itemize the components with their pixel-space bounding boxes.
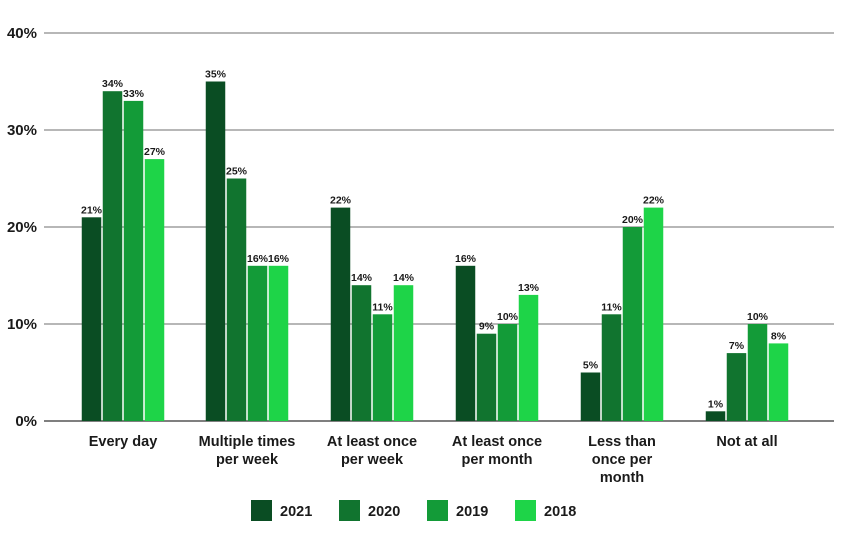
data-label: 9% bbox=[479, 321, 495, 333]
bar-2020 bbox=[476, 333, 497, 421]
data-label: 10% bbox=[497, 311, 519, 323]
bar-2018 bbox=[518, 294, 539, 421]
legend-label: 2021 bbox=[280, 504, 312, 520]
data-label: 1% bbox=[708, 398, 724, 410]
bar-2018 bbox=[393, 285, 414, 421]
y-tick-label: 20% bbox=[7, 219, 37, 236]
bar-2020 bbox=[726, 353, 747, 421]
bar-2020 bbox=[102, 91, 123, 421]
x-axis-categories: Every day Multiple times per week At least … bbox=[89, 434, 778, 486]
category-label: per week bbox=[341, 452, 404, 468]
gridlines bbox=[44, 32, 834, 422]
bar-2020 bbox=[601, 314, 622, 421]
data-label: 16% bbox=[455, 253, 477, 265]
category-label: month bbox=[600, 470, 644, 486]
category-label: At least once bbox=[452, 434, 542, 450]
data-label: 22% bbox=[330, 195, 352, 207]
bar-2020 bbox=[226, 178, 247, 421]
data-label: 11% bbox=[372, 301, 393, 313]
data-label: 14% bbox=[351, 272, 373, 284]
bar-2021 bbox=[330, 207, 351, 421]
bar-2021 bbox=[205, 81, 226, 421]
data-label: 25% bbox=[226, 166, 248, 178]
data-label: 20% bbox=[622, 214, 644, 226]
category-label: At least once bbox=[327, 434, 417, 450]
legend-label: 2018 bbox=[544, 504, 576, 520]
y-tick-label: 10% bbox=[7, 316, 37, 333]
bar-2019 bbox=[622, 227, 643, 421]
legend-label: 2020 bbox=[368, 504, 400, 520]
data-label: 16% bbox=[268, 253, 290, 265]
data-label: 33% bbox=[123, 88, 145, 100]
bar-2019 bbox=[372, 314, 393, 421]
data-label: 21% bbox=[81, 204, 103, 216]
legend-swatch-2018 bbox=[515, 500, 536, 521]
y-tick-label: 30% bbox=[7, 122, 37, 139]
legend: 2021 2020 2019 2018 bbox=[251, 500, 576, 521]
category-label: Every day bbox=[89, 434, 158, 450]
bar-2021 bbox=[580, 372, 601, 421]
bar-2018 bbox=[643, 207, 664, 421]
data-label: 22% bbox=[643, 195, 665, 207]
bar-2021 bbox=[705, 411, 726, 421]
bar-2019 bbox=[747, 324, 768, 421]
y-axis-ticks: 0% 10% 20% 30% 40% bbox=[7, 25, 37, 430]
bar-2021 bbox=[455, 265, 476, 421]
bars bbox=[81, 81, 789, 422]
data-label: 5% bbox=[583, 360, 599, 372]
data-label: 27% bbox=[144, 146, 166, 158]
bar-2018 bbox=[268, 265, 289, 421]
category-label: Multiple times bbox=[199, 434, 296, 450]
bar-2018 bbox=[768, 343, 789, 421]
y-tick-label: 0% bbox=[15, 413, 37, 430]
legend-label: 2019 bbox=[456, 504, 488, 520]
legend-swatch-2021 bbox=[251, 500, 272, 521]
category-label: once per bbox=[592, 452, 653, 468]
data-label: 7% bbox=[729, 340, 745, 352]
category-label: Not at all bbox=[716, 434, 777, 450]
category-label: Less than bbox=[588, 434, 656, 450]
data-label: 14% bbox=[393, 272, 415, 284]
data-labels: 21%34%33%27%35%25%16% 16%22%14%11%14%16%9… bbox=[81, 69, 787, 411]
y-tick-label: 40% bbox=[7, 25, 37, 42]
bar-2019 bbox=[497, 324, 518, 421]
data-label: 34% bbox=[102, 78, 124, 90]
bar-2020 bbox=[351, 285, 372, 421]
data-label: 35% bbox=[205, 69, 227, 81]
data-label: 8% bbox=[771, 330, 787, 342]
legend-swatch-2020 bbox=[339, 500, 360, 521]
bar-2021 bbox=[81, 217, 102, 421]
category-label: per month bbox=[462, 452, 533, 468]
data-label: 13% bbox=[518, 282, 540, 294]
data-label: 10% bbox=[747, 311, 769, 323]
data-label: 16% bbox=[247, 253, 269, 265]
bar-2018 bbox=[144, 159, 165, 421]
category-label: per week bbox=[216, 452, 279, 468]
bar-2019 bbox=[123, 100, 144, 422]
legend-swatch-2019 bbox=[427, 500, 448, 521]
bar-2019 bbox=[247, 265, 268, 421]
data-label: 11% bbox=[601, 301, 622, 313]
